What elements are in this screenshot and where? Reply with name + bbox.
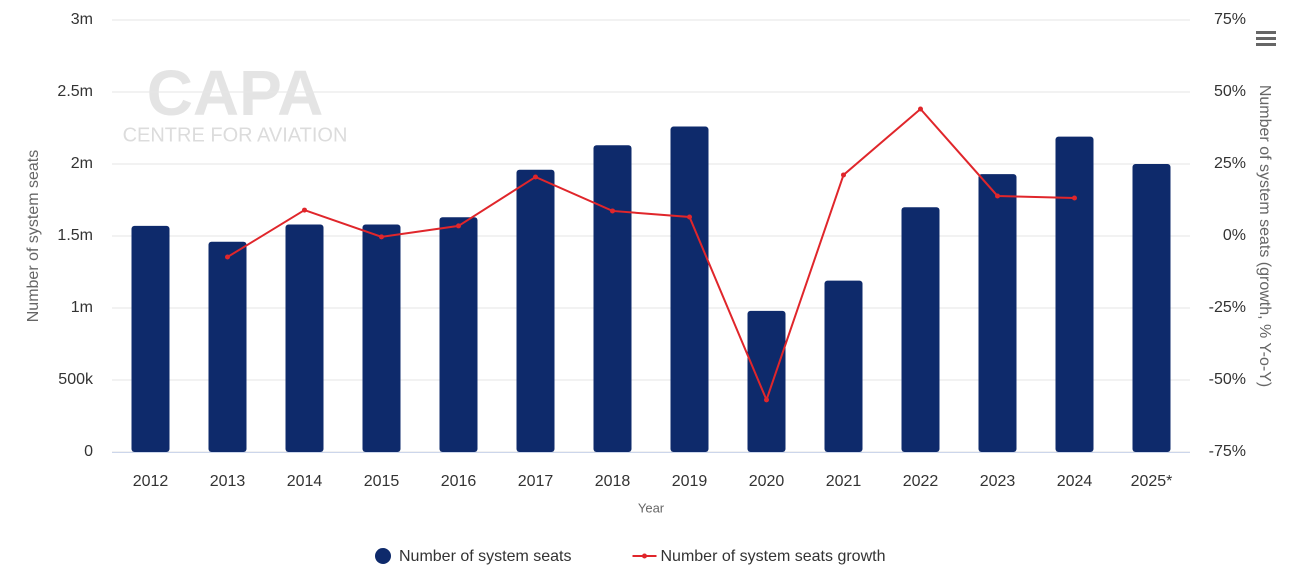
bar [1132, 164, 1171, 452]
bar [593, 145, 632, 452]
x-tick-label: 2024 [1057, 473, 1093, 490]
y2-tick-label: 75% [1214, 11, 1246, 28]
menu-bar[interactable] [1256, 31, 1276, 34]
line-point [1072, 195, 1077, 201]
line-point [841, 172, 846, 178]
y2-axis-title: Number of system seats (growth, % Y-o-Y) [1256, 85, 1273, 387]
x-tick-label: 2022 [903, 473, 939, 490]
watermark-title: CAPA [147, 57, 324, 129]
x-tick-label: 2012 [133, 473, 169, 490]
y-tick-label: 3m [71, 11, 93, 28]
x-tick-label: 2014 [287, 473, 323, 490]
x-tick-label: 2017 [518, 473, 554, 490]
legend-symbol [375, 548, 391, 564]
x-tick-label: 2021 [826, 473, 862, 490]
x-axis-title: Year [638, 500, 665, 515]
legend-symbol [642, 553, 647, 559]
x-tick-label: 2015 [364, 473, 400, 490]
bar [1055, 136, 1094, 452]
y-tick-label: 1m [71, 299, 93, 316]
bar [747, 310, 786, 452]
line-point [225, 254, 230, 260]
line-point [687, 214, 692, 220]
y-tick-label: 0 [84, 443, 93, 460]
legend-label: Number of system seats [399, 548, 572, 565]
line-point [995, 193, 1000, 199]
bar [439, 217, 478, 452]
menu-bar[interactable] [1256, 37, 1276, 40]
line-point [379, 234, 384, 240]
line-point [764, 397, 769, 403]
bar [824, 280, 863, 452]
bar [208, 241, 247, 452]
y-axis-title: Number of system seats [25, 150, 42, 323]
x-tick-label: 2025* [1131, 473, 1173, 490]
y-tick-label: 500k [58, 371, 94, 388]
y2-tick-label: 50% [1214, 83, 1246, 100]
bar [901, 207, 940, 452]
watermark-subtitle: CENTRE FOR AVIATION [123, 124, 348, 146]
y2-tick-label: -75% [1209, 443, 1246, 460]
x-tick-label: 2020 [749, 473, 785, 490]
line-point [456, 223, 461, 229]
x-tick-label: 2019 [672, 473, 708, 490]
y2-tick-label: 0% [1223, 227, 1246, 244]
y-tick-label: 1.5m [57, 227, 93, 244]
y2-tick-label: 25% [1214, 155, 1246, 172]
line [226, 107, 1075, 403]
y-tick-label: 2.5m [57, 83, 93, 100]
legend-label: Number of system seats growth [661, 548, 886, 565]
menu-icon[interactable] [1256, 31, 1276, 46]
x-tick-label: 2013 [210, 473, 246, 490]
line-point [918, 106, 923, 112]
bar [978, 174, 1017, 452]
y2-tick-label: -25% [1209, 299, 1246, 316]
x-tick-label: 2016 [441, 473, 477, 490]
line-point [610, 208, 615, 214]
bar [516, 169, 555, 452]
y2-tick-label: -50% [1209, 371, 1246, 388]
line-point [533, 174, 538, 180]
bar [670, 126, 709, 452]
y-tick-label: 2m [71, 155, 93, 172]
x-tick-label: 2018 [595, 473, 631, 490]
bar [285, 224, 324, 452]
bar [131, 225, 170, 452]
x-tick-label: 2023 [980, 473, 1016, 490]
bar [362, 224, 401, 452]
menu-bar[interactable] [1256, 43, 1276, 46]
line-point [302, 207, 307, 213]
